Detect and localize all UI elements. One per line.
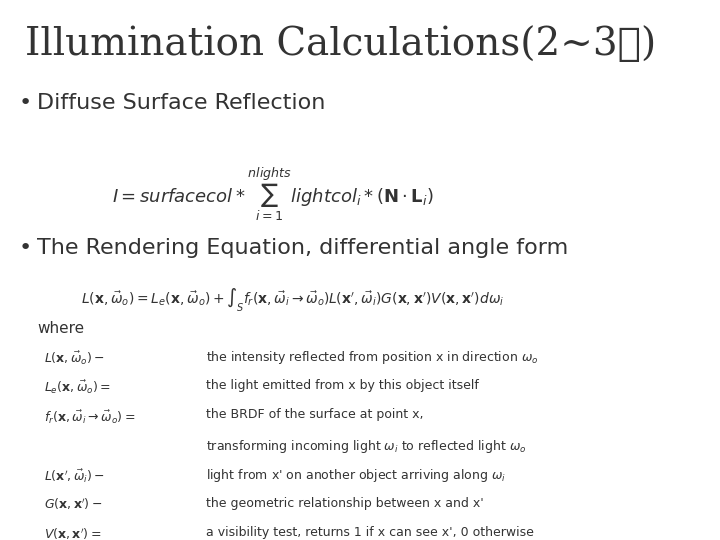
Text: $G(\mathbf{x}, \mathbf{x}') -$: $G(\mathbf{x}, \mathbf{x}') -$ (44, 497, 102, 512)
Text: the BRDF of the surface at point x,: the BRDF of the surface at point x, (206, 408, 423, 421)
Text: the intensity reflected from position x in direction $\omega_o$: the intensity reflected from position x … (206, 349, 539, 366)
Text: the geometric relationship between x and x': the geometric relationship between x and… (206, 497, 484, 510)
Text: Diffuse Surface Reflection: Diffuse Surface Reflection (37, 93, 326, 113)
Text: $L(\mathbf{x}, \vec{\omega}_o) -$: $L(\mathbf{x}, \vec{\omega}_o) -$ (44, 349, 104, 367)
Text: where: where (37, 321, 84, 336)
Text: $L_e(\mathbf{x}, \vec{\omega}_o) =$: $L_e(\mathbf{x}, \vec{\omega}_o) =$ (44, 379, 111, 396)
Text: $L(\mathbf{x}, \vec{\omega}_o) = L_e(\mathbf{x}, \vec{\omega}_o) + \int_S f_r(\m: $L(\mathbf{x}, \vec{\omega}_o) = L_e(\ma… (81, 287, 505, 314)
Text: $V(\mathbf{x}, \mathbf{x}') =$: $V(\mathbf{x}, \mathbf{x}') =$ (44, 526, 101, 540)
Text: Illumination Calculations(2∼3쪽): Illumination Calculations(2∼3쪽) (25, 26, 656, 63)
Text: transforming incoming light $\omega_i$ to reflected light $\omega_o$: transforming incoming light $\omega_i$ t… (206, 438, 526, 455)
Text: $I = surfacecol * \sum_{i=1}^{nlights} lightcol_i * (\mathbf{N} \cdot \mathbf{L}: $I = surfacecol * \sum_{i=1}^{nlights} l… (112, 166, 434, 223)
Text: •: • (19, 238, 32, 258)
Text: a visibility test, returns 1 if x can see x', 0 otherwise: a visibility test, returns 1 if x can se… (206, 526, 534, 539)
Text: light from x' on another object arriving along $\omega_i$: light from x' on another object arriving… (206, 467, 506, 484)
Text: The Rendering Equation, differential angle form: The Rendering Equation, differential ang… (37, 238, 569, 258)
Text: •: • (19, 93, 32, 113)
Text: the light emitted from x by this object itself: the light emitted from x by this object … (206, 379, 479, 392)
Text: $f_r(\mathbf{x}, \vec{\omega}_i \rightarrow \vec{\omega}_o) =$: $f_r(\mathbf{x}, \vec{\omega}_i \rightar… (44, 408, 135, 426)
Text: $L(\mathbf{x}', \vec{\omega}_i) -$: $L(\mathbf{x}', \vec{\omega}_i) -$ (44, 467, 104, 484)
